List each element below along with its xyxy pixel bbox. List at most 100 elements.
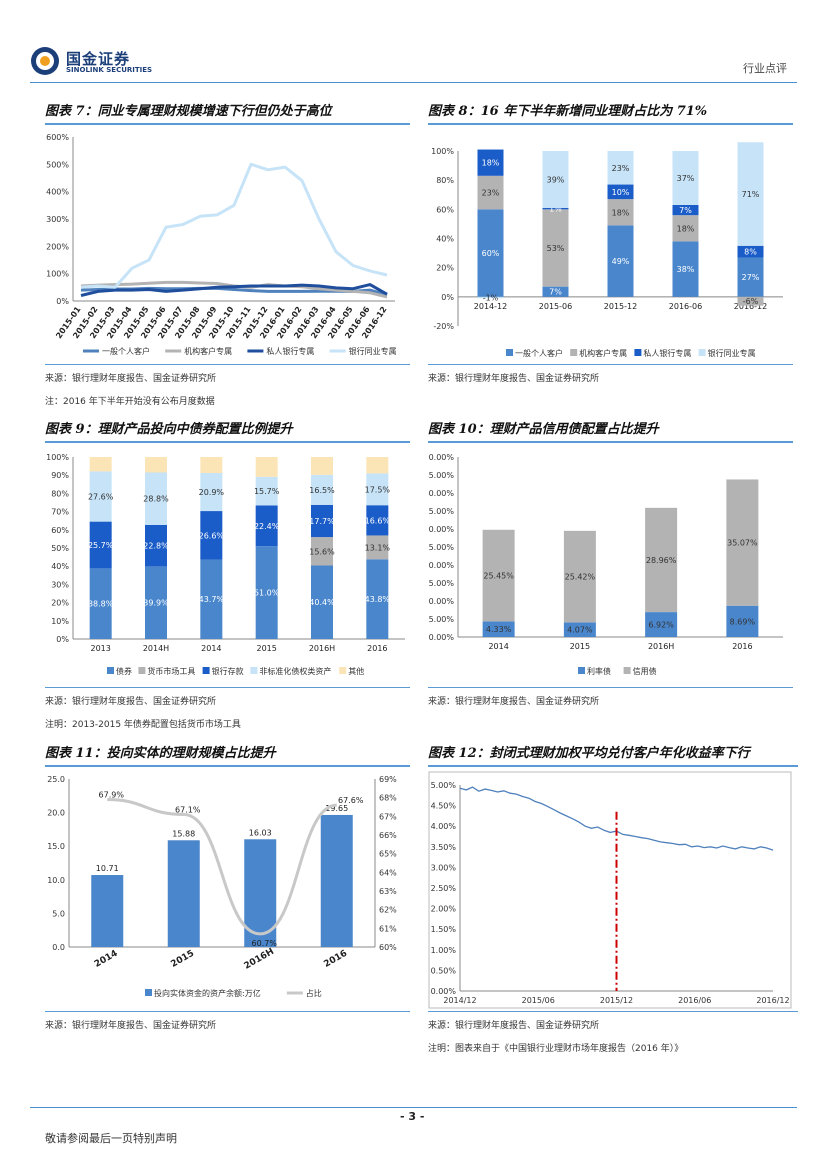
fig10-ytick: 0.00% <box>429 633 455 642</box>
fig9-data-label: 27.6% <box>88 492 114 501</box>
fig9-data-label: 15.6% <box>309 547 335 556</box>
fig7-ytick: 300% <box>46 215 69 224</box>
fig9-bar-segment <box>311 504 333 538</box>
fig11-ytick: 10.0 <box>47 876 65 885</box>
fig10-xtick: 2015 <box>570 642 590 651</box>
fig8-bar-segment <box>477 175 504 210</box>
fig8-bar-segment <box>672 151 699 205</box>
logo-en-text: SINOLINK SECURITIES <box>66 66 153 74</box>
fig11-chart: 0.0 5.0 10.0 15.0 20.0 25.0 60% 61% 62% 63% 64% 65%… <box>47 775 397 998</box>
fig11-panel: 图表 11：投向实体的理财规模占比提升 0.0 5.0 10.0 15.0 20.0 25… <box>45 742 410 1031</box>
fig11-ytick: 0.0 <box>52 943 65 952</box>
fig9-ytick: 50% <box>51 544 69 553</box>
fig8-data-label: 1% <box>549 205 562 214</box>
fig9-bar-segment <box>200 473 223 512</box>
fig8-bar-segment <box>737 245 764 258</box>
fig9-data-label: 28.8% <box>143 495 169 504</box>
fig8-bar-segment <box>607 184 634 200</box>
fig10-panel: 图表 10：理财产品信用债配置占比提升 0.00% 5.00% 10.00% 15.0… <box>428 418 793 707</box>
fig9-data-label: 20.9% <box>199 488 225 497</box>
fig10-data-label: 4.33% <box>486 625 512 634</box>
fig11-ytick: 25.0 <box>47 775 65 784</box>
fig8-data-label: 7% <box>679 206 692 215</box>
fig10-ytick: 40.00% <box>428 489 454 498</box>
fig11-rule <box>45 765 410 767</box>
fig11r-ytick: 64% <box>379 868 397 877</box>
fig11-legend-swatch <box>145 989 152 996</box>
fig9-bar-segment <box>145 524 167 567</box>
fig11-line-label: 67.6% <box>338 796 364 805</box>
fig11-line-label: 60.7% <box>252 939 278 948</box>
fig9-xtick: 2013 <box>90 644 110 653</box>
fig8-ytick: -20% <box>433 322 454 331</box>
fig10-data-label: 35.07% <box>727 539 758 548</box>
fig12-xtick: 2014/12 <box>443 996 476 1005</box>
fig9-ytick: 20% <box>51 599 69 608</box>
fig11-bar <box>320 814 353 947</box>
fig8-ytick: 20% <box>436 264 454 273</box>
fig7-panel: 图表 7：同业专属理财规模增速下行但仍处于高位 0% 100% 200% 300% 40… <box>45 100 410 407</box>
fig9-title: 图表 9：理财产品投向中债券配置比例提升 <box>45 422 293 437</box>
fig8-xtick: 2015-06 <box>539 302 572 311</box>
fig12-ytick: 3.00% <box>431 863 457 872</box>
fig9-legend-swatch <box>250 667 258 674</box>
fig10-xtick: 2014 <box>488 642 508 651</box>
fig12-panel: 图表 12：封闭式理财加权平均兑付客户年化收益率下行 0.00% 0.50% 1.0… <box>428 742 798 1054</box>
fig10-rule <box>428 441 793 443</box>
fig9-bar-segment <box>366 505 389 536</box>
fig8-bar-segment <box>737 296 764 306</box>
fig10-ytick: 50.00% <box>428 453 454 462</box>
fig7-ytick: 200% <box>46 242 69 251</box>
fig11r-ytick: 61% <box>379 924 397 933</box>
fig9-legend-label: 其他 <box>348 666 364 676</box>
fig9-data-label: 26.6% <box>199 531 225 540</box>
fig10-ytick: 10.00% <box>428 597 454 606</box>
fig8-legend-label: 机构客户专属 <box>579 348 627 358</box>
fig11r-ytick: 66% <box>379 831 397 840</box>
fig9-ytick: 70% <box>51 508 69 517</box>
fig11r-ytick: 65% <box>379 850 397 859</box>
fig9-bar-segment <box>311 565 333 639</box>
fig12-xtick: 2016/12 <box>756 996 789 1005</box>
fig10-legend-swatch <box>578 667 585 674</box>
fig9-data-label: 17.7% <box>309 517 335 526</box>
fig9-legend-swatch <box>339 667 347 674</box>
fig8-source: 来源：银行理财年度报告、国金证券研究所 <box>428 374 600 384</box>
fig9-panel: 图表 9：理财产品投向中债券配置比例提升 0% 10% 20% 30% 40% 50% 60… <box>45 418 410 730</box>
fig12-note: 注明：图表来自于《中国银行业理财市场年度报告（2016 年）》 <box>428 1044 684 1054</box>
fig11-bar <box>167 840 200 947</box>
fig9-ytick: 90% <box>51 471 69 480</box>
fig9-bar-segment <box>366 473 389 506</box>
fig10-legend-label: 利率债 <box>587 666 611 676</box>
logo: 国金证券 SINOLINK SECURITIES <box>30 46 160 80</box>
fig9-data-label: 39.9% <box>143 599 169 608</box>
fig7-ytick: 400% <box>46 188 69 197</box>
fig9-bar-segment <box>145 472 167 525</box>
fig9-bar-segment <box>255 476 278 506</box>
fig9-data-label: 25.7% <box>88 541 114 550</box>
fig7-series-line <box>80 162 388 289</box>
fig9-bar-segment <box>200 457 223 474</box>
fig9-xtick: 2016 <box>367 644 387 653</box>
footer-note: 敬请参阅最后一页特别声明 <box>45 1132 177 1145</box>
fig9-bar-segment <box>366 559 389 639</box>
fig9-ytick: 80% <box>51 489 69 498</box>
fig11-ytick: 15.0 <box>47 842 65 851</box>
fig10-xtick: 2016H <box>648 642 674 651</box>
fig9-data-label: 13.1% <box>365 543 391 552</box>
fig9-bar-segment <box>311 474 333 505</box>
fig8-xtick: 2015-12 <box>604 302 637 311</box>
fig11-bar-label: 19.65 <box>325 804 348 813</box>
fig10-chart: 0.00% 5.00% 10.00% 15.00% 20.00% 25.00% 30.00%… <box>428 453 783 676</box>
fig11-bar <box>91 875 124 947</box>
fig11-bottom-rule <box>45 1011 410 1012</box>
fig8-bar-segment <box>542 286 569 297</box>
fig9-note: 注明：2013-2015 年债券配置包括货币市场工具 <box>45 720 241 730</box>
fig9-bar-segment <box>200 511 223 560</box>
fig8-title: 图表 8：16 年下半年新增同业理财占比为 71% <box>428 104 708 119</box>
fig7-note: 注：2016 年下半年开始没有公布月度数据 <box>45 397 215 407</box>
fig8-legend-label: 私人银行专属 <box>643 348 691 358</box>
fig12-ytick: 5.00% <box>431 781 457 790</box>
fig9-bar-segment <box>89 521 112 569</box>
fig11-title: 图表 11：投向实体的理财规模占比提升 <box>45 746 276 761</box>
